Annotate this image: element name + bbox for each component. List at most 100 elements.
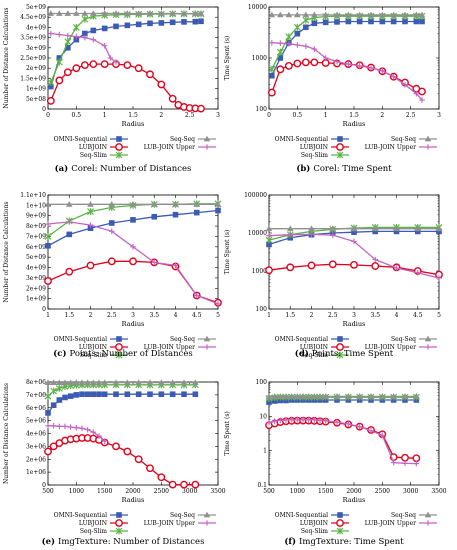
data-point	[413, 18, 420, 25]
data-point	[277, 40, 284, 47]
data-point	[82, 30, 88, 37]
x-tick-label: 4	[174, 312, 178, 319]
legend-label: Seq-Slim	[80, 152, 107, 159]
x-tick-label: 3	[216, 112, 220, 119]
x-tick-label: 0.5	[293, 112, 303, 119]
data-point	[123, 61, 132, 70]
data-point	[413, 460, 420, 467]
data-point	[322, 393, 329, 399]
data-point	[322, 11, 329, 18]
data-point	[436, 228, 442, 235]
data-point	[287, 231, 294, 238]
x-axis-label: Radius	[122, 320, 145, 328]
data-point	[286, 40, 292, 47]
caption-text: Corel: Time Spent	[313, 164, 392, 174]
legend-item: LUBJOIN	[300, 519, 349, 527]
data-point	[283, 417, 289, 423]
data-point	[45, 422, 51, 429]
x-tick-label: 500	[263, 488, 275, 495]
data-point	[62, 394, 68, 401]
legend: OMNI-Sequential Seq-Seq LUBJOIN LUB-JOIN Up…	[54, 335, 216, 359]
data-point	[351, 238, 357, 245]
x-tick-label: 3500	[431, 488, 446, 495]
data-point	[147, 20, 153, 27]
data-point	[286, 225, 294, 232]
data-point	[266, 232, 272, 239]
data-point	[73, 33, 80, 40]
data-point	[288, 416, 295, 423]
y-tick-label: 1000	[252, 55, 267, 62]
data-point	[79, 391, 85, 398]
data-point	[73, 10, 80, 16]
x-axis-label: Radius	[343, 496, 366, 504]
data-point	[101, 391, 108, 398]
data-point	[180, 10, 188, 16]
series-omni-sequential	[48, 18, 204, 90]
data-point	[414, 269, 421, 276]
data-point	[302, 11, 310, 18]
data-point	[322, 418, 329, 424]
legend-swatch-marker	[336, 143, 344, 151]
y-axis-label: Time Spent (s)	[224, 36, 231, 81]
x-tick-label: 2.5	[185, 112, 195, 119]
data-point	[61, 379, 69, 386]
y-tick-label: 3e+09	[26, 45, 46, 52]
legend-label: Seq-Seq	[170, 136, 195, 143]
data-point	[285, 33, 293, 41]
data-point	[134, 455, 143, 464]
legend-item: OMNI-Sequential	[275, 336, 349, 343]
x-tick-label: 3000	[182, 488, 197, 495]
legend-swatch-marker	[337, 512, 343, 518]
legend-label: Seq-Seq	[391, 336, 416, 343]
data-point	[329, 232, 336, 238]
data-point	[368, 65, 374, 71]
data-point	[124, 391, 131, 398]
legend-item: Seq-Slim	[80, 151, 128, 159]
x-axis-label: Radius	[343, 320, 366, 328]
data-point	[100, 60, 109, 69]
data-point	[413, 393, 420, 399]
x-axis-label: Radius	[122, 120, 145, 128]
data-point	[135, 379, 142, 386]
x-tick-label: 4	[395, 312, 399, 319]
x-tick-label: 0.5	[72, 112, 82, 119]
x-tick-label: 3	[437, 112, 441, 119]
data-point	[311, 46, 318, 52]
data-point	[356, 11, 363, 18]
series-line	[271, 41, 423, 101]
data-point	[135, 21, 142, 28]
legend-label: Seq-Slim	[301, 528, 328, 535]
data-point	[367, 393, 375, 399]
data-point	[372, 256, 379, 263]
legend-swatch-marker	[336, 351, 344, 359]
legend-item: LUBJOIN	[300, 143, 349, 151]
legend: OMNI-Sequential Seq-Seq LUBJOIN LUB-JOIN Up…	[275, 135, 437, 159]
data-point	[266, 399, 272, 405]
data-point	[168, 480, 177, 489]
data-point	[84, 379, 91, 386]
series-omni-sequential	[269, 18, 425, 79]
data-point	[402, 18, 408, 25]
x-tick-label: 3	[131, 312, 135, 319]
data-point	[147, 391, 153, 398]
legend-item: LUBJOIN	[79, 343, 128, 351]
legend-swatch-marker	[116, 136, 122, 142]
legend-label: LUBJOIN	[79, 520, 107, 527]
y-tick-label: 4e+09	[26, 24, 46, 31]
data-point	[50, 379, 57, 386]
data-point	[181, 391, 187, 398]
legend-item: LUB-JOIN Upper	[144, 144, 216, 151]
data-point	[371, 262, 380, 270]
legend-item: LUBJOIN	[79, 143, 128, 151]
data-point	[191, 480, 200, 489]
x-tick-label: 1500	[318, 488, 333, 495]
data-point	[168, 94, 177, 103]
data-point	[112, 442, 120, 451]
legend-item: LUB-JOIN Upper	[365, 520, 437, 527]
x-tick-label: 1.5	[64, 312, 74, 319]
legend-item: Seq-Slim	[301, 527, 349, 535]
data-point	[265, 225, 273, 232]
data-point	[72, 23, 80, 31]
y-tick-label: 1e+09	[26, 86, 46, 93]
